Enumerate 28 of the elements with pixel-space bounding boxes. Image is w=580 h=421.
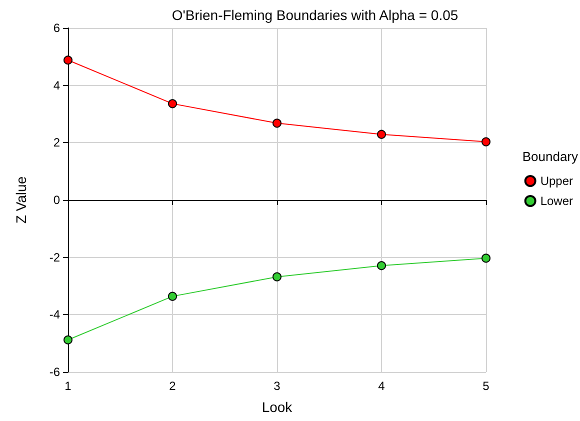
x-tick-label: 5 [482, 379, 490, 393]
point [377, 261, 386, 270]
y-tick-label: -4 [49, 308, 60, 322]
x-tick-label: 2 [169, 379, 176, 393]
point [272, 118, 282, 128]
point [482, 137, 490, 146]
y-tick-label: -2 [49, 250, 60, 264]
x-tick-label: 1 [64, 379, 72, 393]
point [168, 292, 177, 301]
point [168, 99, 177, 108]
point [64, 335, 72, 344]
point [377, 130, 386, 139]
chart-title: O'Brien-Fleming Boundaries with Alpha = 0.05 [172, 7, 458, 23]
legend-label: Upper [540, 174, 574, 188]
point [64, 56, 72, 65]
y-tick-label: 0 [53, 193, 60, 207]
y-tick-label: 6 [53, 21, 60, 35]
legend-title: Boundary [522, 149, 578, 164]
y-tick-label: 4 [53, 78, 60, 92]
x-tick-label: 4 [378, 379, 386, 393]
point [272, 272, 282, 282]
y-tick-label: 2 [53, 136, 60, 150]
legend-label: Lower [540, 194, 574, 208]
x-axis-title: Look [262, 399, 294, 415]
y-tick-label: -6 [49, 365, 60, 379]
x-tick-label: 3 [274, 379, 281, 393]
y-axis-title: Z Value [13, 176, 29, 224]
point [482, 254, 490, 263]
